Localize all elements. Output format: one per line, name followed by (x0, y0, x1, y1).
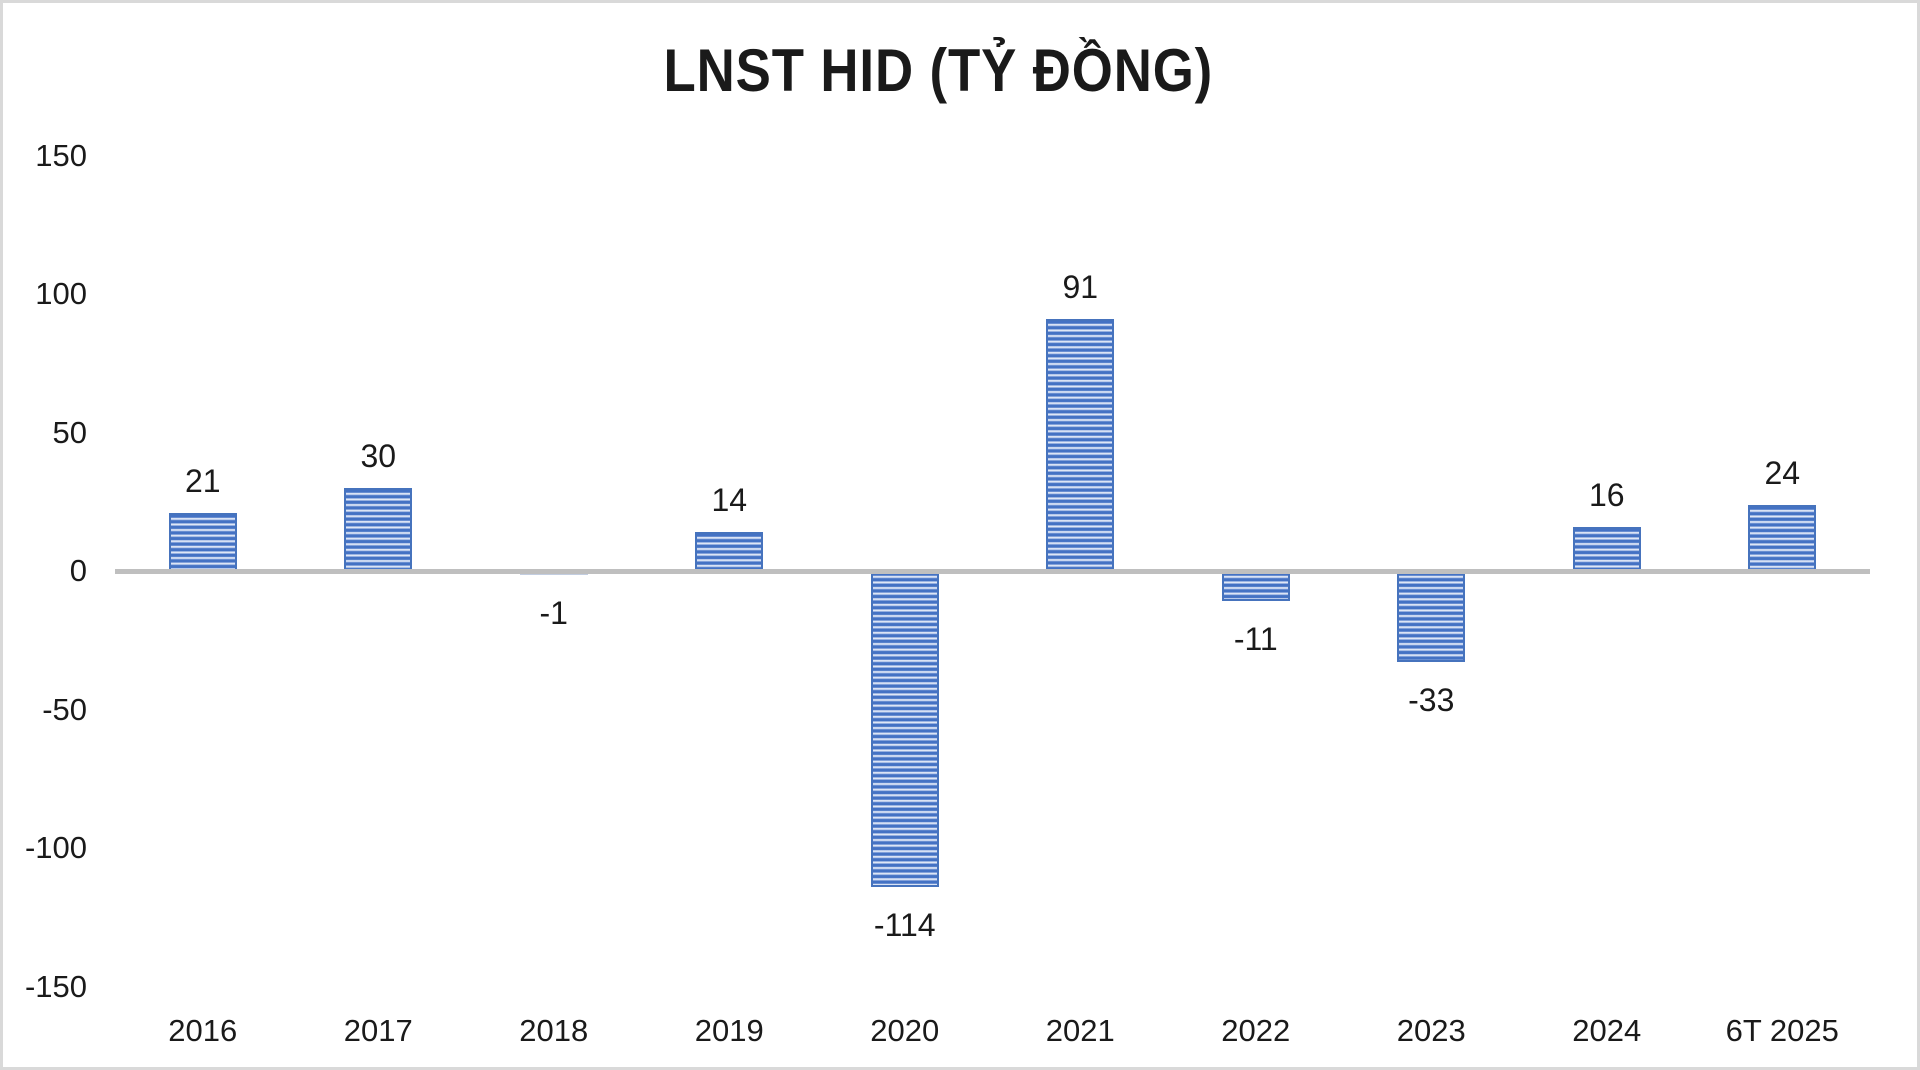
y-axis-tick-label-50: 50 (52, 414, 87, 450)
bar-6t-2025 (1748, 504, 1817, 571)
bar-value-label-2022: -11 (1233, 621, 1278, 658)
bar-2016 (168, 512, 237, 571)
x-axis-label-2024: 2024 (1572, 1013, 1642, 1048)
x-axis-label-2022: 2022 (1221, 1013, 1291, 1048)
bar-value-label-6t-2025: 24 (1764, 454, 1801, 491)
bar-2019 (695, 532, 764, 571)
chart-title: LNST HID (TỶ ĐỒNG) (3, 31, 1873, 111)
x-axis-label-2023: 2023 (1396, 1013, 1466, 1048)
x-axis-label-2018: 2018 (519, 1013, 589, 1048)
y-axis-tick-label--50: -50 (42, 691, 87, 727)
bar-2023 (1397, 571, 1466, 663)
bar-2020 (870, 571, 939, 887)
bar-value-label-2023: -33 (1408, 682, 1455, 719)
bar-2022 (1221, 571, 1290, 602)
x-axis-label-2020: 2020 (870, 1013, 940, 1048)
bar-value-label-2019: 14 (711, 482, 748, 519)
x-axis-label-2019: 2019 (694, 1013, 764, 1048)
x-axis-label-2017: 2017 (343, 1013, 413, 1048)
bar-value-label-2017: 30 (360, 437, 397, 474)
y-axis-tick-label-0: 0 (69, 553, 87, 588)
bar-value-label-2018: -1 (539, 595, 568, 631)
y-axis-tick-label--150: -150 (24, 968, 87, 1004)
bar-value-label-2016: 21 (184, 462, 221, 499)
bar-2017 (344, 487, 413, 571)
bar-value-label-2020: -114 (873, 906, 936, 943)
bar-value-label-2024: 16 (1588, 476, 1625, 513)
x-axis-line (115, 568, 1870, 574)
bar-value-label-2021: 91 (1062, 268, 1099, 305)
y-axis-tick-label-150: 150 (35, 137, 87, 173)
bar-2024 (1572, 526, 1641, 571)
x-axis-label-6t-2025: 6T 2025 (1725, 1013, 1839, 1048)
bar-2021 (1046, 318, 1115, 571)
y-axis-tick-label--100: -100 (24, 830, 87, 865)
x-axis-label-2016: 2016 (168, 1013, 238, 1048)
y-axis-tick-label-100: 100 (35, 276, 87, 311)
x-axis-label-2021: 2021 (1045, 1013, 1115, 1048)
chart-title-text: LNST HID (TỶ ĐỒNG) (663, 37, 1213, 104)
